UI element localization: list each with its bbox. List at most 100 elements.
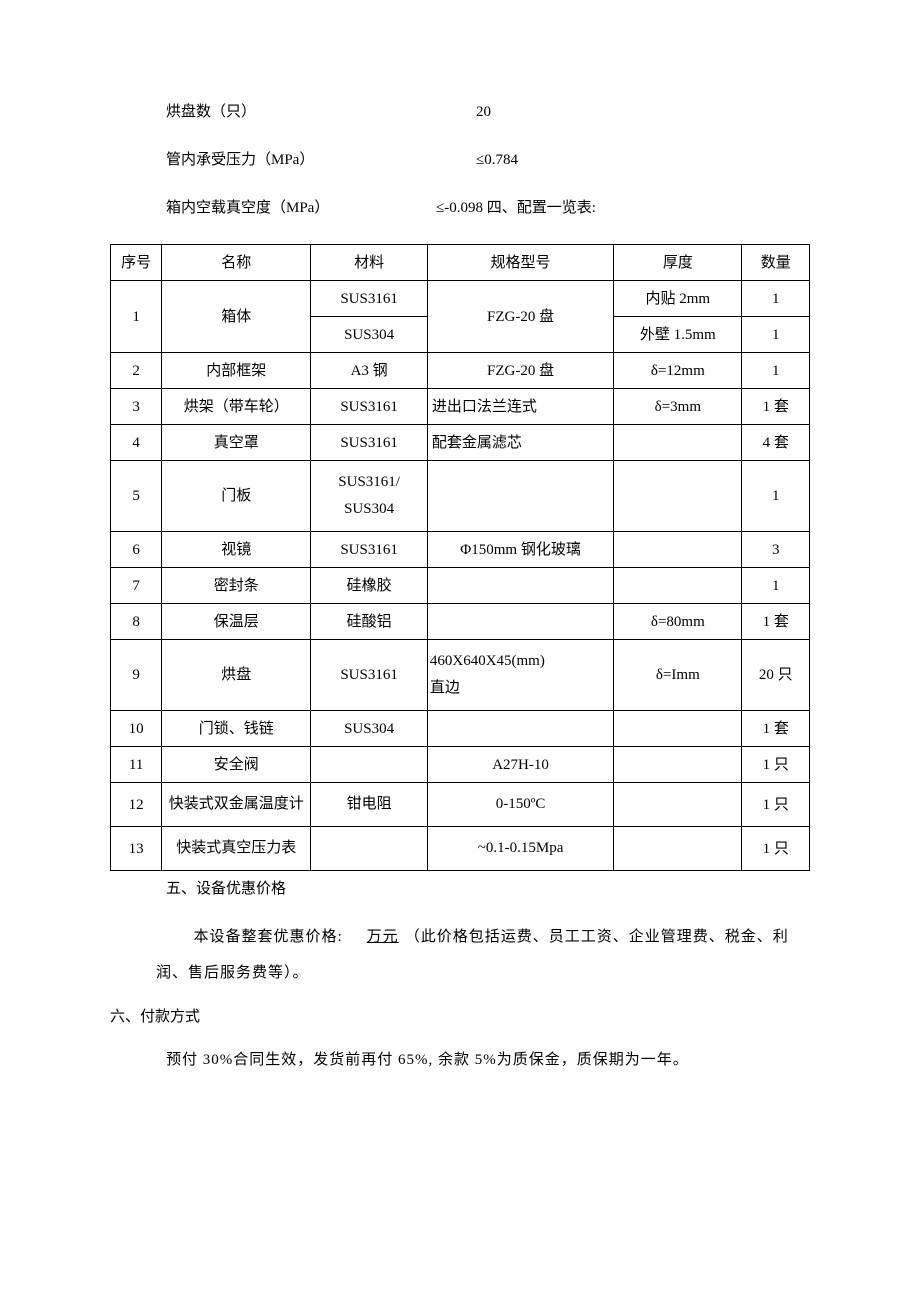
cell-name: 门锁、钱链	[162, 711, 311, 747]
cell-material: SUS3161	[311, 425, 428, 461]
cell-material	[311, 747, 428, 783]
cell-thickness: 内贴 2mm	[614, 281, 742, 317]
cell-material: SUS304	[311, 711, 428, 747]
cell-material: 硅橡胶	[311, 568, 428, 604]
table-row: 7密封条硅橡胶 1	[111, 568, 810, 604]
price-underline: 万元	[367, 929, 399, 945]
table-row: 4真空罩SUS3161配套金属滤芯 4 套	[111, 425, 810, 461]
table-body: 1箱体SUS3161FZG-20 盘内贴 2mm1SUS304外壁 1.5mm1…	[111, 281, 810, 871]
header-spec: 规格型号	[427, 245, 613, 281]
cell-spec: A27H-10	[427, 747, 613, 783]
cell-thickness: 外壁 1.5mm	[614, 317, 742, 353]
cell-spec	[427, 461, 613, 532]
spec-row: 烘盘数（只） 20	[110, 100, 810, 124]
cell-thickness	[614, 425, 742, 461]
cell-thickness	[614, 568, 742, 604]
cell-qty: 1 套	[742, 389, 810, 425]
cell-seq: 10	[111, 711, 162, 747]
cell-qty: 1	[742, 568, 810, 604]
spec-value: ≤0.784	[476, 148, 810, 172]
spec-value: 20	[476, 100, 810, 124]
specs-list: 烘盘数（只） 20 管内承受压力（MPa） ≤0.784 箱内空载真空度（MPa…	[110, 100, 810, 220]
cell-thickness	[614, 532, 742, 568]
cell-thickness	[614, 827, 742, 871]
cell-material: SUS3161	[311, 389, 428, 425]
section-5-paragraph: 本设备整套优惠价格:万元（此价格包括运费、员工工资、企业管理费、税金、利润、售后…	[110, 919, 810, 991]
cell-seq: 8	[111, 604, 162, 640]
header-material: 材料	[311, 245, 428, 281]
cell-name: 箱体	[162, 281, 311, 353]
cell-material: A3 钢	[311, 353, 428, 389]
table-row: 13快装式真空压力表~0.1-0.15Mpa1 只	[111, 827, 810, 871]
cell-material: SUS3161	[311, 532, 428, 568]
spec-row: 管内承受压力（MPa） ≤0.784	[110, 148, 810, 172]
cell-qty: 1	[742, 317, 810, 353]
cell-qty: 3	[742, 532, 810, 568]
cell-name: 烘盘	[162, 640, 311, 711]
cell-spec: 0-150ºC	[427, 783, 613, 827]
price-text-before: 本设备整套优惠价格:	[194, 929, 343, 945]
cell-thickness	[614, 711, 742, 747]
cell-thickness: δ=Imm	[614, 640, 742, 711]
spec-label: 管内承受压力（MPa）	[166, 148, 476, 172]
cell-spec: FZG-20 盘	[427, 281, 613, 353]
table-row: 6视镜SUS3161Φ150mm 钢化玻璃3	[111, 532, 810, 568]
cell-seq: 9	[111, 640, 162, 711]
spec-label: 烘盘数（只）	[166, 100, 476, 124]
cell-name: 安全阀	[162, 747, 311, 783]
cell-seq: 13	[111, 827, 162, 871]
cell-seq: 12	[111, 783, 162, 827]
cell-name: 门板	[162, 461, 311, 532]
cell-name: 烘架（带车轮）	[162, 389, 311, 425]
table-row: 11安全阀 A27H-10 1 只	[111, 747, 810, 783]
cell-name: 快装式双金属温度计	[162, 783, 311, 827]
cell-seq: 1	[111, 281, 162, 353]
table-row: 5门板SUS3161/SUS3041	[111, 461, 810, 532]
cell-spec: FZG-20 盘	[427, 353, 613, 389]
cell-thickness	[614, 747, 742, 783]
cell-name: 真空罩	[162, 425, 311, 461]
table-row: 10门锁、钱链SUS304 1 套	[111, 711, 810, 747]
table-row: 1箱体SUS3161FZG-20 盘内贴 2mm1	[111, 281, 810, 317]
table-row: 3烘架（带车轮）SUS3161进出口法兰连式δ=3mm1 套	[111, 389, 810, 425]
cell-qty: 1 只	[742, 783, 810, 827]
section-6-title: 六、付款方式	[110, 1001, 810, 1034]
table-row: 2内部框架A3 钢FZG-20 盘δ=12mm1	[111, 353, 810, 389]
cell-spec: 460X640X45(mm)直边	[427, 640, 613, 711]
cell-name: 视镜	[162, 532, 311, 568]
cell-qty: 1 套	[742, 711, 810, 747]
cell-qty: 1	[742, 353, 810, 389]
cell-material: 钳电阻	[311, 783, 428, 827]
table-row: 12快装式双金属温度计钳电阻0-150ºC 1 只	[111, 783, 810, 827]
cell-name: 保温层	[162, 604, 311, 640]
cell-seq: 2	[111, 353, 162, 389]
cell-spec: ~0.1-0.15Mpa	[427, 827, 613, 871]
cell-thickness: δ=12mm	[614, 353, 742, 389]
section-6-text: 预付 30%合同生效，发货前再付 65%, 余款 5%为质保金，质保期为一年。	[110, 1044, 810, 1077]
header-qty: 数量	[742, 245, 810, 281]
cell-spec	[427, 604, 613, 640]
spec-label: 箱内空载真空度（MPa）	[166, 196, 476, 220]
cell-spec	[427, 711, 613, 747]
cell-material: SUS3161/SUS304	[311, 461, 428, 532]
cell-seq: 4	[111, 425, 162, 461]
cell-spec: Φ150mm 钢化玻璃	[427, 532, 613, 568]
cell-qty: 20 只	[742, 640, 810, 711]
cell-material: SUS304	[311, 317, 428, 353]
cell-name: 内部框架	[162, 353, 311, 389]
table-header-row: 序号 名称 材料 规格型号 厚度 数量	[111, 245, 810, 281]
cell-qty: 4 套	[742, 425, 810, 461]
cell-name: 快装式真空压力表	[162, 827, 311, 871]
header-name: 名称	[162, 245, 311, 281]
cell-spec	[427, 568, 613, 604]
cell-seq: 5	[111, 461, 162, 532]
cell-material: SUS3161	[311, 640, 428, 711]
cell-spec: 配套金属滤芯	[427, 425, 613, 461]
cell-name: 密封条	[162, 568, 311, 604]
cell-qty: 1 只	[742, 747, 810, 783]
cell-seq: 11	[111, 747, 162, 783]
cell-material: SUS3161	[311, 281, 428, 317]
cell-seq: 7	[111, 568, 162, 604]
table-row: 8保温层硅酸铝δ=80mm1 套	[111, 604, 810, 640]
cell-material: 硅酸铝	[311, 604, 428, 640]
